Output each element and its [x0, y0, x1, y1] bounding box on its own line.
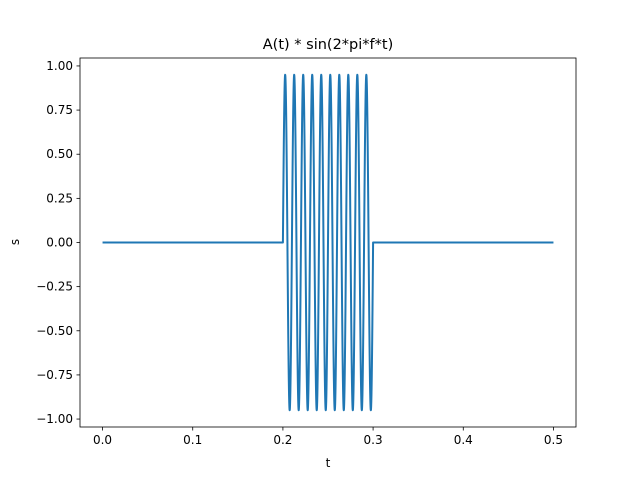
x-tick-label: 0.5 — [544, 433, 563, 447]
x-axis-label: t — [326, 456, 331, 470]
y-tick-label: −0.50 — [36, 324, 73, 338]
y-tick-label: 0.75 — [46, 103, 73, 117]
x-tick-label: 0.3 — [364, 433, 383, 447]
y-tick-label: 0.50 — [46, 147, 73, 161]
x-tick-label: 0.0 — [93, 433, 112, 447]
y-tick-label: 0.25 — [46, 191, 73, 205]
y-tick-label: 1.00 — [46, 59, 73, 73]
y-tick-label: −0.25 — [36, 280, 73, 294]
series-line — [101, 73, 555, 412]
series-layer — [101, 73, 555, 412]
y-tick-label: 0.00 — [46, 236, 73, 250]
y-axis-label: s — [8, 239, 22, 245]
x-tick-label: 0.4 — [454, 433, 473, 447]
x-tick-label: 0.2 — [273, 433, 292, 447]
x-axis-ticks: 0.0 0.1 0.2 0.3 0.4 0.5 — [93, 427, 563, 447]
y-tick-label: −1.00 — [36, 412, 73, 426]
y-tick-label: −0.75 — [36, 368, 73, 382]
y-axis-ticks: 1.00 0.75 0.50 0.25 0.00 −0.25 −0.50 −0.75 −1.00 — [36, 59, 80, 426]
chart-title: A(t) * sin(2*pi*f*t) — [263, 37, 393, 53]
x-tick-label: 0.1 — [183, 433, 202, 447]
